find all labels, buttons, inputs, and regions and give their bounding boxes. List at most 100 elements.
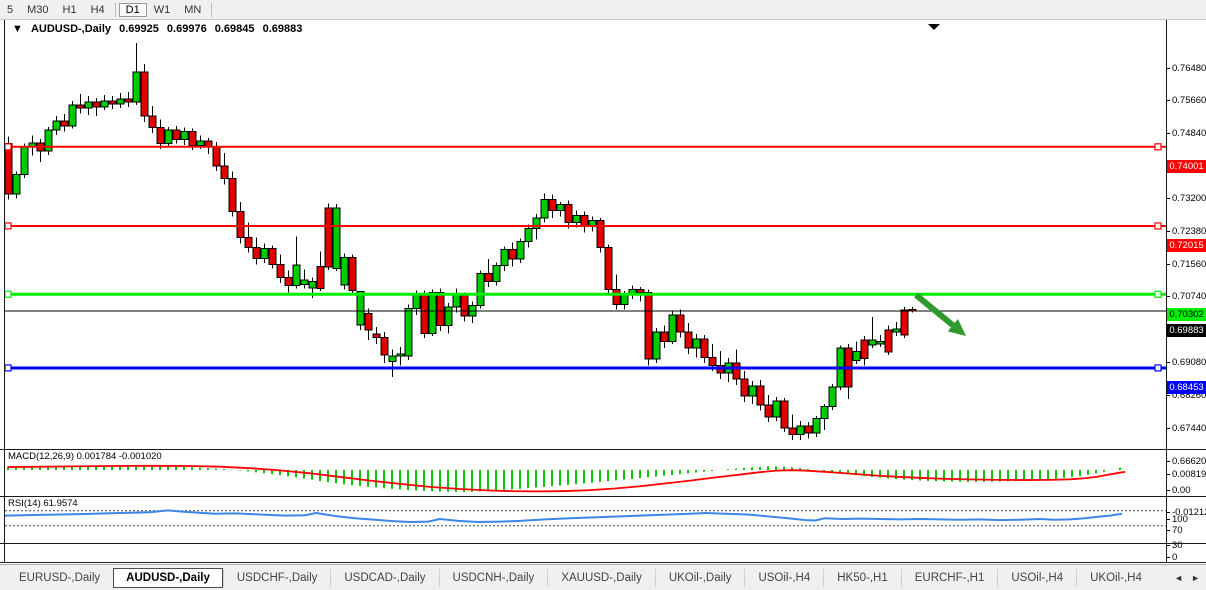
chart-left-border: [4, 20, 5, 563]
line-handle[interactable]: [4, 364, 12, 372]
candle-body-down: [564, 204, 573, 224]
timeframe-button-5[interactable]: 5: [7, 3, 14, 16]
symbol-tab-usoil[interactable]: USOil-,H4: [744, 569, 823, 587]
candle-body-up: [492, 265, 501, 283]
line-handle[interactable]: [4, 290, 12, 298]
timeframe-button-mn[interactable]: MN: [184, 3, 202, 16]
candle-body-down: [124, 98, 133, 103]
rsi-axis-label: 100: [1172, 514, 1188, 525]
candle-body-down: [708, 356, 717, 366]
symbol-tab-usdcad[interactable]: USDCAD-,Daily: [330, 569, 438, 587]
rsi-line: [4, 509, 1123, 523]
macd-axis-label: -0.01212: [1172, 506, 1206, 518]
price-badge: 0.74001: [1167, 160, 1206, 174]
symbol-tab-xauusd[interactable]: XAUUSD-,Daily: [547, 569, 655, 587]
candle-body-up: [572, 214, 581, 224]
scroll-to-end-marker-icon[interactable]: [928, 24, 940, 30]
symbol-tab-usoil[interactable]: USOil-,H4: [997, 569, 1076, 587]
candle-body-down: [92, 101, 101, 108]
line-handle[interactable]: [1154, 364, 1162, 372]
symbol-tab-usdcnh[interactable]: USDCNH-,Daily: [438, 569, 548, 587]
rsi-axis-label: 70: [1172, 525, 1183, 537]
price-axis-border: [1166, 20, 1167, 563]
candle-body-down: [580, 214, 589, 227]
timeframe-toolbar: 5 M30 H1 H4 D1 W1 MN: [0, 0, 1206, 20]
pane-separator-macd-rsi[interactable]: [0, 496, 1206, 497]
rsi-tick: [1166, 556, 1170, 558]
line-handle[interactable]: [1154, 143, 1162, 151]
chart-window[interactable]: ▼ AUDUSD-,Daily 0.69925 0.69976 0.69845 …: [0, 20, 1206, 581]
candle-body-up: [164, 129, 173, 145]
pane-separator-main-macd[interactable]: [0, 449, 1206, 450]
candle-body-down: [212, 146, 221, 167]
candle-body-up: [388, 355, 397, 362]
candle-body-down: [348, 257, 357, 291]
timeframe-button-w1[interactable]: W1: [153, 3, 171, 16]
price-axis-label: 0.75660: [1172, 95, 1206, 107]
trend-arrow-head-icon[interactable]: [947, 319, 966, 336]
candle-body-down: [732, 362, 741, 380]
candle-body-down: [284, 277, 293, 287]
rsi-tick: [1166, 519, 1170, 520]
symbol-tab-audusd[interactable]: AUDUSD-,Daily: [113, 568, 223, 588]
symbol-tab-eurusd[interactable]: EURUSD-,Daily: [19, 572, 101, 584]
candle-body-up: [876, 340, 885, 345]
symbol-tab-ukoil[interactable]: UKOil-,H4: [1076, 569, 1155, 587]
candle-body-down: [604, 246, 613, 291]
candle-body-up: [20, 146, 29, 176]
timeframe-button-d1[interactable]: D1: [118, 2, 147, 17]
price-axis-label: 0.72380: [1172, 225, 1206, 237]
candle-body-down: [220, 165, 229, 180]
timeframe-button-h1[interactable]: H1: [62, 3, 77, 16]
candle-body-up: [428, 291, 437, 334]
candle-body-up: [868, 339, 877, 346]
candle-body-up: [540, 198, 549, 219]
tab-scroll-right-icon[interactable]: ►: [1191, 573, 1200, 583]
line-handle[interactable]: [4, 143, 12, 151]
candle-body-down: [644, 291, 653, 360]
price-tick: [1166, 362, 1170, 364]
rsi-axis-label: 0: [1172, 551, 1178, 563]
rsi-axis-label: 30: [1172, 540, 1183, 552]
candle-body-up: [500, 249, 509, 267]
timeframe-button-h4[interactable]: H4: [90, 3, 105, 16]
price-tick: [1166, 395, 1170, 397]
symbol-tab-eurchf[interactable]: EURCHF-,H1: [900, 569, 998, 587]
candle-body-up: [820, 406, 829, 420]
candle-body-up: [620, 294, 629, 305]
line-handle[interactable]: [4, 222, 12, 230]
candle-body-up: [652, 331, 661, 360]
price-axis-label: 0.71560: [1172, 258, 1206, 270]
rsi-tick: [1166, 530, 1170, 532]
candle-body-up: [260, 247, 269, 259]
ohlc-open: 0.69925: [119, 23, 159, 35]
symbol-tab-hk50[interactable]: HK50-,H1: [823, 569, 901, 587]
chart-canvas[interactable]: [0, 20, 1206, 563]
candle-body-down: [684, 331, 693, 349]
line-handle[interactable]: [1154, 290, 1162, 298]
macd-axis-label: 0.00: [1172, 484, 1191, 496]
line-handle[interactable]: [1154, 222, 1162, 230]
symbol-tab-ukoil[interactable]: UKOil-,Daily: [654, 569, 745, 587]
price-badge: 0.68453: [1167, 381, 1206, 395]
candle-body-up: [692, 338, 701, 349]
candle-body-down: [4, 143, 13, 195]
candle-body-down: [172, 129, 181, 141]
price-tick: [1166, 230, 1170, 232]
tab-scroll-left-icon[interactable]: ◄: [1174, 573, 1184, 583]
timeframe-button-m30[interactable]: M30: [27, 3, 49, 16]
rsi-tick: [1166, 545, 1170, 547]
collapse-triangle-icon[interactable]: ▼: [12, 23, 23, 35]
pane-separator-rsi-dates: [0, 543, 1206, 544]
price-tick: [1166, 460, 1170, 462]
candle-body-down: [460, 294, 469, 317]
trend-arrow-shaft[interactable]: [914, 292, 955, 328]
candle-body-up: [524, 228, 533, 243]
price-axis-label: 0.67440: [1172, 422, 1206, 434]
price-axis-label: 0.76480: [1172, 62, 1206, 74]
ohlc-close: 0.69883: [262, 23, 303, 35]
candle-body-down: [108, 100, 117, 105]
candle-body-down: [700, 338, 709, 358]
symbol-tab-usdchf[interactable]: USDCHF-,Daily: [222, 569, 331, 587]
candle-body-down: [60, 120, 69, 127]
